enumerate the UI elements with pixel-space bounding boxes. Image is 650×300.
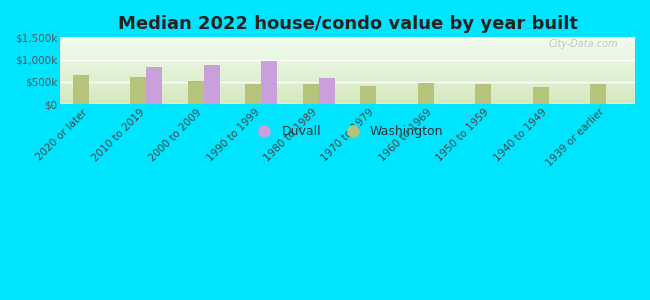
Bar [60, 37, 635, 38]
Bar [60, 85, 635, 86]
Bar [60, 97, 635, 98]
Bar [60, 76, 635, 77]
Bar [60, 72, 635, 73]
Bar [60, 90, 635, 91]
Bar [60, 102, 635, 103]
Bar [60, 101, 635, 102]
Bar [60, 39, 635, 40]
Legend: Duvall, Washington: Duvall, Washington [246, 120, 448, 143]
Bar [60, 96, 635, 97]
Bar [60, 80, 635, 81]
Bar [533, 87, 549, 104]
Bar [60, 70, 635, 71]
Bar [60, 89, 635, 90]
Bar [418, 83, 434, 104]
Bar [60, 98, 635, 99]
Bar [60, 95, 635, 96]
Bar [60, 48, 635, 49]
Bar [60, 55, 635, 56]
Bar [60, 61, 635, 62]
Bar [60, 46, 635, 47]
Bar [60, 43, 635, 44]
Bar [319, 78, 335, 104]
Bar [60, 57, 635, 58]
Bar [60, 67, 635, 68]
Bar [60, 78, 635, 79]
Bar [60, 65, 635, 66]
Bar [73, 75, 89, 104]
Bar [60, 49, 635, 50]
Bar [60, 103, 635, 104]
Bar [188, 81, 204, 104]
Bar [60, 42, 635, 43]
Title: Median 2022 house/condo value by year built: Median 2022 house/condo value by year bu… [118, 15, 578, 33]
Bar [303, 84, 319, 104]
Bar [60, 88, 635, 89]
Bar [60, 87, 635, 88]
Bar [204, 65, 220, 104]
Bar [60, 74, 635, 75]
Bar [60, 82, 635, 83]
Bar [60, 84, 635, 85]
Bar [590, 84, 606, 104]
Bar [60, 94, 635, 95]
Bar [60, 93, 635, 94]
Bar [60, 77, 635, 78]
Bar [60, 69, 635, 70]
Bar [60, 71, 635, 72]
Bar [60, 75, 635, 76]
Bar [60, 99, 635, 100]
Bar [130, 77, 146, 104]
Bar [60, 41, 635, 42]
Bar [60, 56, 635, 57]
Bar [60, 40, 635, 41]
Bar [60, 54, 635, 55]
Bar [60, 51, 635, 52]
Bar [60, 58, 635, 59]
Bar [60, 53, 635, 54]
Bar [60, 68, 635, 69]
Bar [60, 64, 635, 65]
Bar [245, 84, 261, 104]
Bar [60, 44, 635, 45]
Bar [60, 62, 635, 63]
Bar [60, 45, 635, 46]
Bar [60, 81, 635, 82]
Bar [60, 83, 635, 84]
Bar [60, 52, 635, 53]
Bar [60, 66, 635, 67]
Text: City-Data.com: City-Data.com [548, 39, 617, 49]
Bar [60, 63, 635, 64]
Bar [60, 59, 635, 60]
Bar [60, 100, 635, 101]
Bar [60, 38, 635, 39]
Bar [475, 84, 491, 104]
Bar [261, 61, 278, 104]
Bar [60, 47, 635, 48]
Bar [146, 67, 162, 104]
Bar [60, 86, 635, 87]
Bar [60, 92, 635, 93]
Bar [360, 86, 376, 104]
Bar [60, 60, 635, 61]
Bar [60, 79, 635, 80]
Bar [60, 50, 635, 51]
